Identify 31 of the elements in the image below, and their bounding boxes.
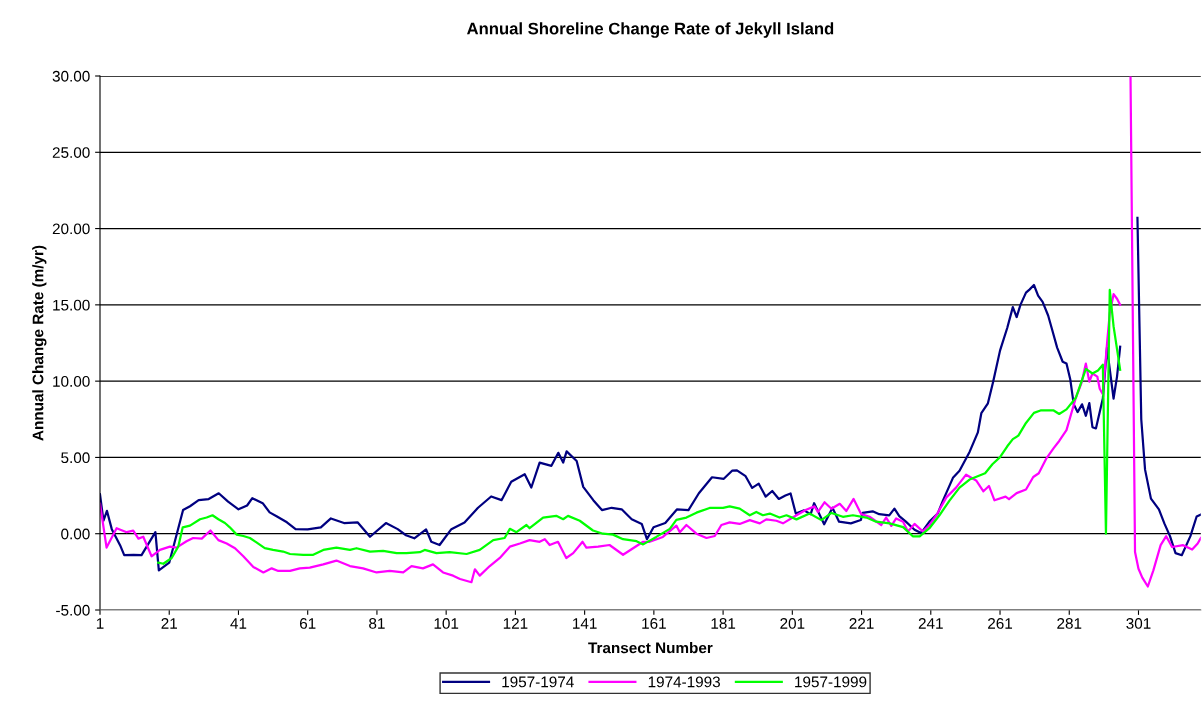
legend-label: 1957-1974 [502, 676, 574, 688]
y-axis-title: Annual Change Rate (m/yr) [32, 245, 47, 441]
chart-title: Annual Shoreline Change Rate of Jekyll Island [466, 22, 834, 38]
x-tick-label: 61 [299, 618, 316, 629]
y-tick-label: 30.00 [52, 70, 90, 82]
x-tick-label: 1 [96, 618, 104, 629]
y-tick-label: 15.00 [53, 299, 90, 311]
y-tick-label: 25.00 [52, 147, 90, 158]
x-tick-label: 201 [780, 618, 805, 629]
x-tick-label: 21 [161, 618, 177, 629]
x-tick-label: 161 [642, 618, 666, 629]
x-tick-label: 221 [849, 618, 874, 629]
line-series [157, 288, 1122, 565]
x-tick-label: 41 [230, 618, 247, 629]
y-tick-label: -5.00 [56, 604, 90, 616]
x-tick-label: 241 [918, 618, 943, 629]
x-tick-label: 141 [573, 618, 597, 629]
x-axis-title: Transect Number [588, 642, 713, 654]
x-tick-label: 81 [369, 618, 385, 629]
x-tick-label: 181 [711, 618, 736, 629]
x-tick-label: 281 [1057, 618, 1082, 629]
x-tick-label: 121 [503, 618, 528, 629]
legend-label: 1974-1993 [648, 676, 720, 688]
y-tick-label: 5.00 [61, 452, 90, 464]
y-tick-label: 20.00 [52, 223, 90, 235]
x-tick-label: 101 [434, 618, 459, 629]
legend-label: 1957-1999 [795, 676, 867, 688]
y-tick-label: 0.00 [61, 528, 90, 540]
x-tick-label: 301 [1126, 618, 1151, 629]
y-tick-label: 10.00 [53, 376, 90, 387]
x-tick-label: 261 [988, 618, 1013, 629]
